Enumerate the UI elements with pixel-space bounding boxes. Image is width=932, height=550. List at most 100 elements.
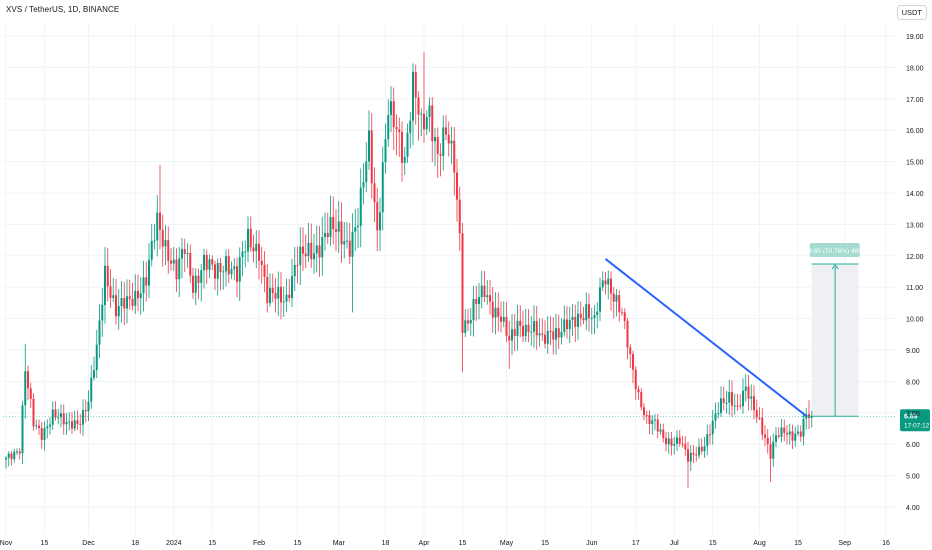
candle-body bbox=[291, 276, 293, 299]
candle-body bbox=[505, 316, 508, 336]
candle-body bbox=[577, 313, 579, 327]
candle-body bbox=[585, 304, 588, 321]
candle-body bbox=[167, 240, 170, 261]
candle-body bbox=[313, 253, 315, 260]
candle-body bbox=[736, 405, 739, 407]
x-tick-label: 18 bbox=[131, 540, 139, 547]
candle-body bbox=[486, 295, 489, 298]
currency-button[interactable]: USDT bbox=[896, 5, 927, 20]
candle-body bbox=[703, 446, 706, 452]
candle-body bbox=[24, 371, 27, 406]
candle-body bbox=[340, 221, 343, 245]
candle-body bbox=[533, 321, 535, 332]
y-tick-label: 14.00 bbox=[906, 191, 924, 198]
candle-body bbox=[200, 270, 203, 283]
candle-body bbox=[579, 313, 582, 319]
candle-body bbox=[49, 424, 51, 427]
candle-body bbox=[145, 277, 148, 286]
candle-body bbox=[695, 454, 698, 456]
candle-body bbox=[670, 438, 673, 446]
candle-body bbox=[519, 320, 522, 326]
candle-body bbox=[453, 140, 456, 173]
candle-body bbox=[557, 328, 560, 338]
candle-body bbox=[472, 299, 475, 320]
x-tick-label: 15 bbox=[709, 540, 717, 547]
candle-body bbox=[126, 296, 128, 309]
x-tick-label: Jun bbox=[586, 540, 597, 547]
candle-body bbox=[676, 437, 678, 444]
candle-body bbox=[390, 101, 392, 115]
candle-body bbox=[101, 304, 104, 321]
candle-body bbox=[436, 137, 439, 154]
candle-body bbox=[222, 271, 225, 273]
candle-body bbox=[607, 278, 610, 285]
candle-body bbox=[76, 420, 79, 424]
candle-body bbox=[395, 127, 398, 130]
candle-body bbox=[156, 212, 159, 241]
candle-body bbox=[588, 304, 590, 319]
candle-body bbox=[359, 187, 362, 226]
candle-body bbox=[502, 316, 505, 322]
candle-body bbox=[469, 319, 472, 324]
candle-body bbox=[233, 266, 236, 270]
candle-body bbox=[263, 264, 266, 277]
candles-group bbox=[5, 51, 813, 489]
candle-body bbox=[332, 216, 335, 230]
candle-body bbox=[571, 316, 574, 320]
candle-body bbox=[513, 329, 516, 336]
candle-body bbox=[18, 451, 21, 454]
candle-body bbox=[766, 437, 769, 445]
x-tick-label: 2024 bbox=[166, 540, 182, 547]
candle-body bbox=[51, 409, 54, 425]
candle-body bbox=[68, 421, 71, 423]
candle-body bbox=[208, 259, 211, 270]
candle-body bbox=[524, 324, 527, 337]
x-tick-label: 15 bbox=[794, 540, 802, 547]
candle-body bbox=[178, 258, 181, 280]
candle-body bbox=[709, 434, 711, 436]
candle-body bbox=[186, 253, 189, 255]
candle-body bbox=[10, 453, 13, 460]
candle-body bbox=[494, 307, 497, 318]
candle-body bbox=[640, 392, 643, 408]
candle-body bbox=[381, 162, 384, 213]
candle-body bbox=[568, 319, 571, 330]
candle-body bbox=[370, 130, 373, 184]
candle-body bbox=[280, 286, 282, 303]
candle-body bbox=[612, 293, 615, 302]
candle-body bbox=[183, 249, 186, 254]
candle-body bbox=[62, 413, 65, 425]
candle-body bbox=[761, 417, 764, 435]
candle-body bbox=[225, 256, 227, 272]
candle-body bbox=[249, 228, 252, 248]
candle-body bbox=[775, 435, 777, 442]
x-tick-label: Aug bbox=[753, 540, 766, 547]
candle-body bbox=[643, 407, 645, 416]
candle-body bbox=[106, 265, 109, 287]
candle-body bbox=[211, 259, 214, 265]
candle-body bbox=[626, 320, 629, 348]
candle-body bbox=[447, 134, 450, 144]
candle-body bbox=[170, 260, 172, 264]
candle-body bbox=[651, 420, 654, 424]
candle-body bbox=[32, 398, 35, 427]
candle-body bbox=[205, 254, 208, 270]
candle-body bbox=[428, 105, 431, 117]
candle-body bbox=[365, 161, 368, 183]
candle-body bbox=[615, 295, 618, 302]
candle-body bbox=[403, 156, 406, 163]
candle-body bbox=[227, 256, 230, 275]
countdown-value: 17:07:12 bbox=[904, 422, 930, 429]
candle-body bbox=[318, 245, 321, 258]
candle-body bbox=[247, 228, 249, 252]
candle-body bbox=[351, 231, 354, 257]
candle-body bbox=[379, 212, 381, 231]
candle-body bbox=[799, 431, 802, 437]
candle-body bbox=[717, 413, 720, 415]
candle-body bbox=[230, 269, 233, 275]
current-price-tag bbox=[900, 409, 930, 432]
candle-body bbox=[324, 233, 326, 238]
candle-body bbox=[508, 335, 511, 341]
candle-body bbox=[258, 243, 260, 261]
